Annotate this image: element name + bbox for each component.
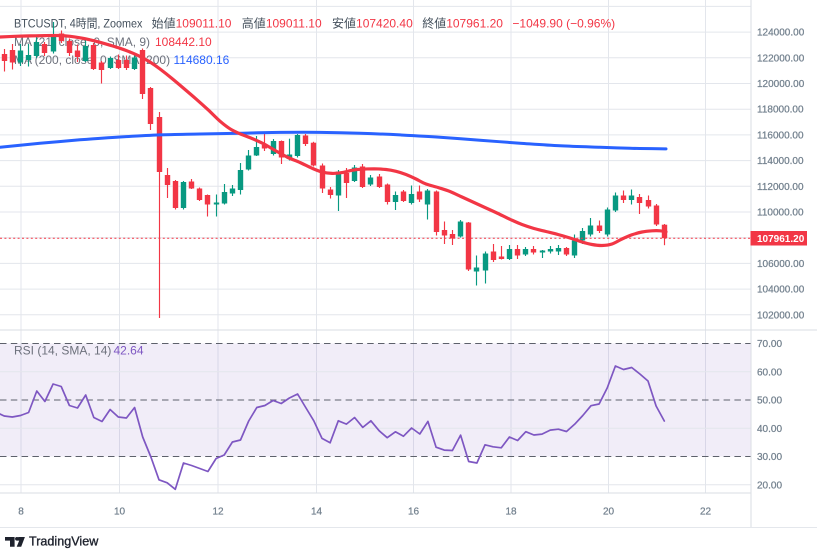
svg-text:18: 18	[505, 507, 517, 518]
svg-text:高値109011.10: 高値109011.10	[242, 15, 322, 30]
svg-text:12: 12	[212, 507, 224, 518]
svg-text:BTCUSDT, 4時間, Zoomex: BTCUSDT, 4時間, Zoomex	[14, 16, 142, 30]
svg-text:50.00: 50.00	[757, 396, 782, 407]
svg-text:124000.00: 124000.00	[757, 28, 805, 39]
svg-text:10: 10	[114, 507, 126, 518]
svg-text:MA (200, close, 0, SMA, 200)11: MA (200, close, 0, SMA, 200)114680.16	[14, 53, 230, 67]
svg-text:22: 22	[700, 507, 712, 518]
svg-text:安値107420.40: 安値107420.40	[332, 15, 413, 30]
svg-text:107961.20: 107961.20	[757, 234, 805, 245]
svg-text:116000.00: 116000.00	[757, 130, 804, 141]
svg-text:14: 14	[311, 507, 323, 518]
svg-text:終値107961.20: 終値107961.20	[422, 15, 503, 30]
svg-text:118000.00: 118000.00	[757, 105, 804, 116]
svg-text:114000.00: 114000.00	[757, 156, 804, 167]
svg-text:30.00: 30.00	[757, 452, 782, 463]
svg-text:60.00: 60.00	[757, 367, 782, 378]
svg-text:8: 8	[18, 507, 24, 518]
svg-text:20.00: 20.00	[757, 480, 782, 491]
svg-text:RSI (14, SMA, 14)42.64: RSI (14, SMA, 14) 42.64	[14, 344, 144, 358]
svg-text:20: 20	[603, 507, 615, 518]
svg-text:70.00: 70.00	[757, 339, 782, 350]
svg-text:110000.00: 110000.00	[757, 208, 804, 219]
svg-text:102000.00: 102000.00	[757, 310, 805, 321]
svg-text:120000.00: 120000.00	[757, 79, 805, 90]
svg-text:16: 16	[408, 507, 420, 518]
svg-text:40.00: 40.00	[757, 424, 782, 435]
svg-text:104000.00: 104000.00	[757, 285, 805, 296]
svg-text:−1049.90 (−0.96%): −1049.90 (−0.96%)	[512, 16, 615, 30]
svg-text:122000.00: 122000.00	[757, 53, 805, 64]
svg-text:106000.00: 106000.00	[757, 259, 805, 270]
svg-text:TradingView: TradingView	[29, 535, 99, 549]
svg-text:112000.00: 112000.00	[757, 182, 804, 193]
svg-text:始値109011.10: 始値109011.10	[152, 15, 232, 30]
